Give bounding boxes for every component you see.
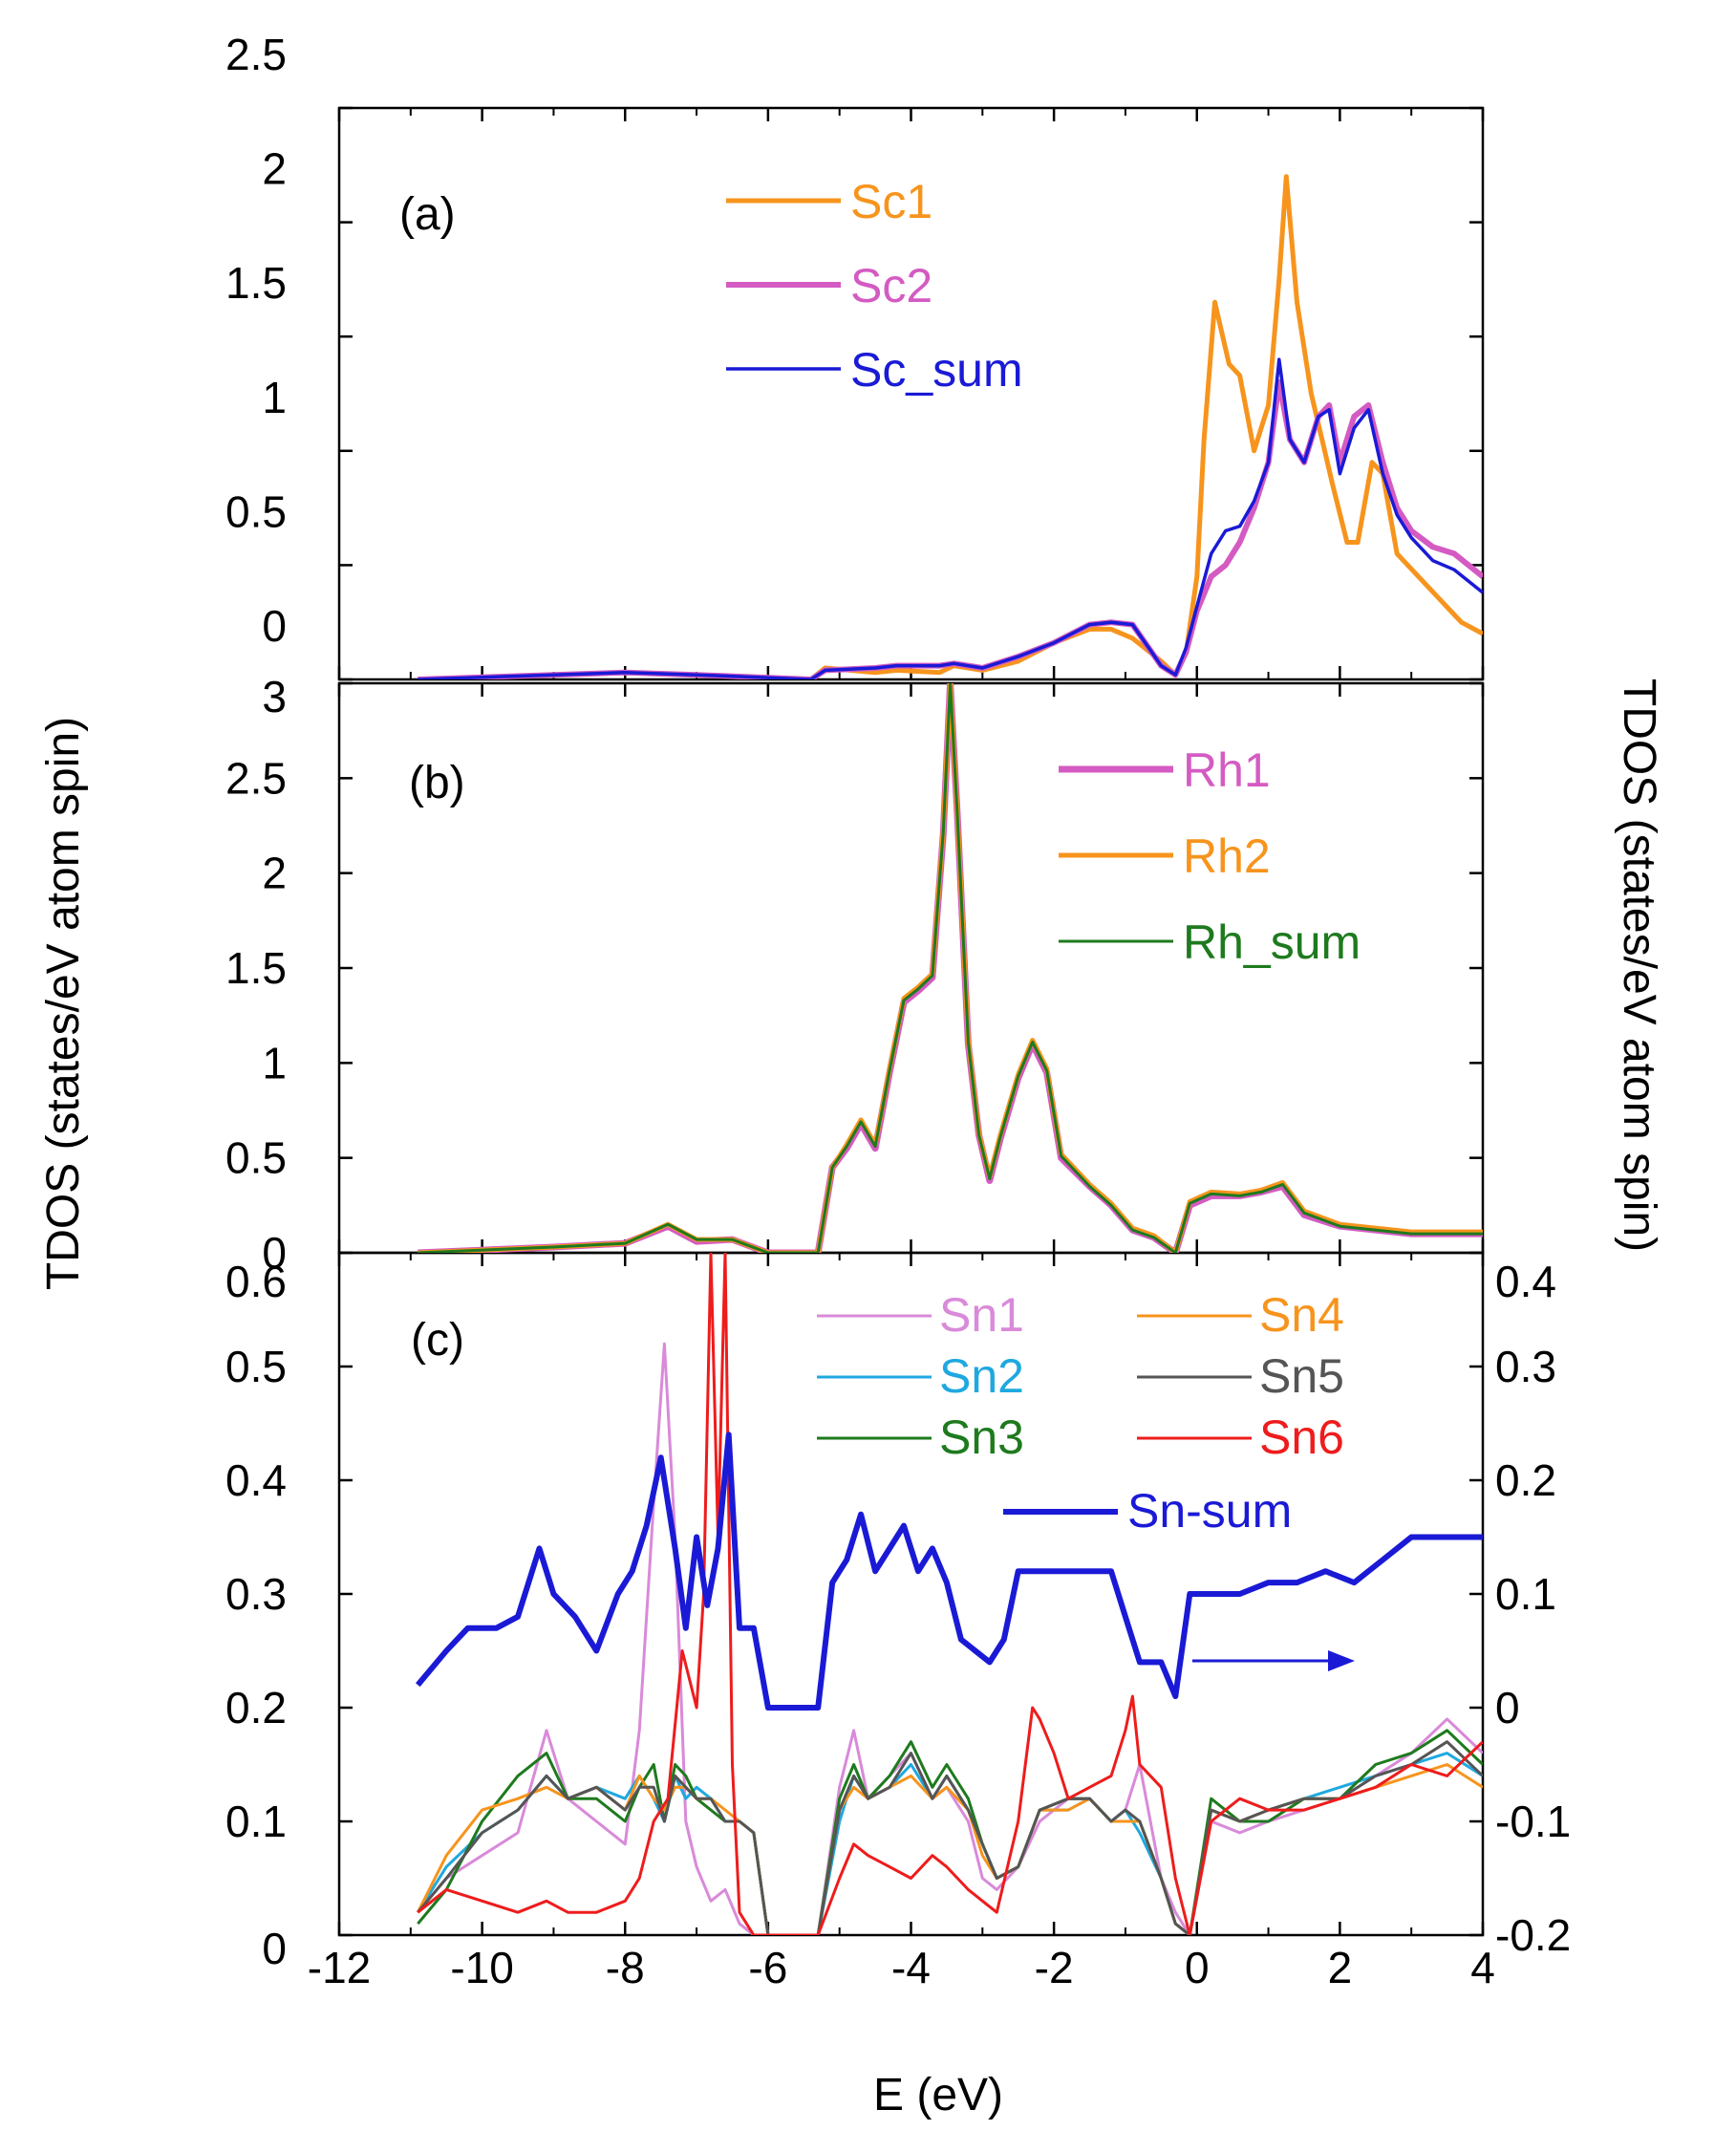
y-axis-title-left: TDOS (states/eV atom spin) xyxy=(38,717,89,1290)
x-tick-label: -4 xyxy=(891,1943,931,1992)
y-tick-label: 0 xyxy=(262,1228,287,1278)
series-line-sc_sum xyxy=(418,357,1483,679)
series-line-sc1 xyxy=(418,174,1483,679)
y-tick-label: 1.5 xyxy=(225,943,287,993)
legend-label: Sn1 xyxy=(939,1288,1024,1342)
y-tick-label: 0 xyxy=(262,1924,287,1973)
panel-label-a: (a) xyxy=(399,189,456,240)
x-tick-label: -12 xyxy=(308,1943,371,1992)
legend-label: Sn-sum xyxy=(1127,1484,1292,1538)
y-tick-label: 0.4 xyxy=(225,1455,287,1505)
y-tick-label: 2.5 xyxy=(225,30,287,79)
y-tick-label: 3 xyxy=(262,672,287,721)
x-tick-label: 4 xyxy=(1470,1943,1495,1992)
panel-series-group xyxy=(418,174,1483,679)
legend-label: Sc1 xyxy=(850,175,932,228)
y-tick-label: 1.5 xyxy=(225,258,287,308)
x-tick-label: -10 xyxy=(450,1943,513,1992)
y-tick-label: 0.3 xyxy=(225,1569,287,1619)
x-tick-label: 0 xyxy=(1185,1943,1210,1992)
legend-label: Rh_sum xyxy=(1183,915,1361,969)
panel-label-c: (c) xyxy=(411,1315,464,1366)
series-line-rh_sum xyxy=(418,683,1483,1253)
data-series xyxy=(416,174,1483,1935)
y2-tick-label: 0.1 xyxy=(1495,1569,1556,1619)
panel-series-group xyxy=(416,1253,1483,1935)
legend-label: Sn4 xyxy=(1259,1288,1344,1342)
series-line-sn5 xyxy=(417,1740,1483,1935)
y-tick-label: 2 xyxy=(262,849,287,898)
y-tick-label: 0.6 xyxy=(225,1257,287,1306)
y2-tick-label: 0.2 xyxy=(1495,1455,1556,1505)
panel-label-b: (b) xyxy=(409,758,465,808)
y2-tick-label: 0 xyxy=(1495,1683,1520,1733)
series-line-sn-sum xyxy=(416,1431,1483,1711)
legend-label: Rh2 xyxy=(1183,829,1271,883)
series-line-sn6 xyxy=(417,1253,1483,1935)
y2-tick-label: -0.1 xyxy=(1495,1797,1571,1846)
x-tick-label: -6 xyxy=(748,1943,787,1992)
y-tick-label: 0.5 xyxy=(225,1342,287,1391)
x-tick-label: -2 xyxy=(1035,1943,1074,1992)
legend-label: Sn2 xyxy=(939,1349,1024,1403)
y-tick-label: 0.2 xyxy=(225,1683,287,1733)
x-axis-title: E (eV) xyxy=(873,2070,1003,2120)
y-tick-label: 0 xyxy=(262,601,287,651)
y-tick-label: 0.5 xyxy=(225,486,287,536)
y-tick-label: 1 xyxy=(262,1038,287,1087)
legends: Sc1 Sc2 Sc_sum Rh1 Rh2 Rh_sum Sn1 Sn2 Sn3 Sn4 Sn5 S… xyxy=(726,175,1361,1538)
y2-tick-label: -0.2 xyxy=(1495,1910,1571,1960)
legend-label: Sn5 xyxy=(1259,1349,1344,1403)
x-tick-label: 2 xyxy=(1328,1943,1353,1992)
legend-label: Sn6 xyxy=(1259,1410,1344,1464)
legend-label: Sn3 xyxy=(939,1410,1024,1464)
legend-label: Sc_sum xyxy=(850,343,1023,397)
tick-labels: -12 -10 -8 -6 -4 -2 0 2 4 0 0.5 1 1.5 2 2.5 0 0.5 1 1.5 2 2.… xyxy=(225,30,1571,1992)
panel-series-group xyxy=(418,683,1483,1253)
x-tick-label: -8 xyxy=(606,1943,645,1992)
y-axis-title-right: TDOS (states/eV atom spin) xyxy=(1614,678,1664,1252)
y2-tick-label: 0.4 xyxy=(1495,1257,1556,1306)
legend-label: Rh1 xyxy=(1183,743,1271,797)
y-tick-label: 2.5 xyxy=(225,753,287,803)
legend-label: Sc2 xyxy=(850,259,932,312)
y-tick-label: 2 xyxy=(262,144,287,194)
y-tick-label: 0.1 xyxy=(225,1797,287,1846)
y2-tick-label: 0.3 xyxy=(1495,1342,1556,1391)
y-tick-label: 1 xyxy=(262,373,287,422)
right-axis-arrow xyxy=(1192,1650,1355,1671)
tick-marks xyxy=(337,106,1485,1937)
y-tick-label: 0.5 xyxy=(225,1133,287,1183)
